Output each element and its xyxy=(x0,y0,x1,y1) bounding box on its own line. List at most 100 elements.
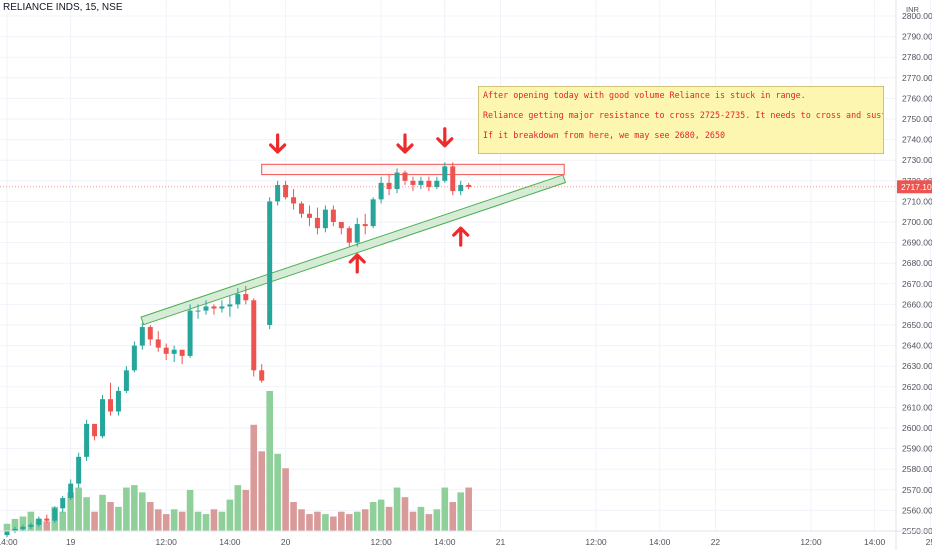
time-axis[interactable]: 14:00 19 12:00 14:00 20 12:00 14:00 21 12:00 14:0… xyxy=(0,530,932,547)
last-price-label-bg xyxy=(897,180,932,194)
candle-body xyxy=(267,201,273,325)
volume-bar xyxy=(282,468,289,531)
volume-bar xyxy=(170,509,178,531)
candle-body xyxy=(195,310,201,312)
volume-bar xyxy=(298,509,305,531)
time-tick-label: 20 xyxy=(281,537,291,547)
volume-bar xyxy=(369,502,377,531)
price-tick-label: 2740.00 xyxy=(902,135,932,145)
volume-bar xyxy=(194,511,202,531)
annotation-note[interactable]: After opening today with good volume Rel… xyxy=(478,86,884,154)
candle-body xyxy=(52,508,58,521)
price-tick-label: 2650.00 xyxy=(902,320,932,330)
candle-body xyxy=(338,222,344,229)
volume-bar xyxy=(322,514,329,531)
candle-body xyxy=(187,310,193,356)
volume-bar xyxy=(377,499,385,531)
candle-body xyxy=(299,203,305,214)
price-tick-label: 2560.00 xyxy=(902,505,932,515)
candle-body xyxy=(235,294,241,305)
price-tick-label: 2760.00 xyxy=(902,93,932,103)
candle-body xyxy=(60,498,66,509)
candle-body xyxy=(410,180,416,185)
note-line-1: After opening today with good volume Rel… xyxy=(483,90,806,100)
volume-bar xyxy=(43,521,51,531)
volume-bar xyxy=(401,497,409,531)
note-line-3: If it breakdown from here, we may see 26… xyxy=(483,130,726,140)
price-tick-label: 2590.00 xyxy=(902,444,932,454)
volume-bar xyxy=(218,511,226,531)
volume-bar xyxy=(19,516,27,531)
volume-bar xyxy=(91,511,98,531)
volume-bar xyxy=(465,487,472,531)
volume-bar xyxy=(449,502,457,531)
candle-body xyxy=(243,294,249,301)
price-tick-label: 2690.00 xyxy=(902,238,932,248)
candle-body xyxy=(378,182,384,200)
time-tick-label: 22 xyxy=(711,537,721,547)
candle-body xyxy=(20,526,26,529)
time-tick-label: 12:00 xyxy=(370,537,392,547)
volume-bar xyxy=(162,514,170,531)
price-tick-label: 2660.00 xyxy=(902,299,932,309)
candle-body xyxy=(291,197,297,204)
candle-body xyxy=(370,199,376,227)
price-tick-label: 2680.00 xyxy=(902,258,932,268)
annotation-arrows[interactable] xyxy=(269,127,470,274)
candle-body xyxy=(139,327,145,346)
time-tick-label: 25 xyxy=(926,537,932,547)
volume-bar xyxy=(274,453,281,531)
volume-bar xyxy=(266,391,273,531)
candle-body xyxy=(44,518,50,521)
price-tick-label: 2730.00 xyxy=(902,155,932,165)
volume-bar xyxy=(330,516,337,531)
arrow-down-icon xyxy=(436,127,454,148)
volume-bar xyxy=(457,492,465,531)
candle-body xyxy=(203,306,209,311)
time-tick-label: 12:00 xyxy=(156,537,178,547)
time-tick-label: 14:00 xyxy=(649,537,671,547)
candle-body xyxy=(92,423,98,437)
candle-body xyxy=(394,172,400,190)
volume-bar xyxy=(361,509,369,531)
resistance-zone[interactable] xyxy=(261,163,565,176)
candle-body xyxy=(155,339,161,348)
time-tick-label: 14:00 xyxy=(434,537,456,547)
candle-body xyxy=(314,217,320,229)
price-tick-label: 2640.00 xyxy=(902,341,932,351)
candle-body xyxy=(418,180,424,185)
volume-bar xyxy=(409,511,417,531)
candle-body xyxy=(100,399,106,437)
volume-bar xyxy=(226,499,234,531)
currency-label: INR xyxy=(906,5,920,14)
volume-bar xyxy=(27,511,35,531)
arrow-up-icon xyxy=(452,226,470,247)
volume-bar xyxy=(338,511,345,531)
candle-body xyxy=(386,182,392,190)
volume-bars xyxy=(3,391,472,531)
volume-bar xyxy=(202,514,210,531)
candle-body xyxy=(442,166,448,181)
resistance-rect xyxy=(261,163,565,176)
volume-bar xyxy=(139,492,146,531)
price-tick-label: 2790.00 xyxy=(902,32,932,42)
volume-bar xyxy=(123,487,130,531)
candle-body xyxy=(115,390,121,412)
volume-bar xyxy=(186,489,194,531)
volume-bar xyxy=(3,523,11,531)
time-tick-label: 19 xyxy=(66,537,76,547)
time-tick-label: 14:00 xyxy=(864,537,886,547)
candle-body xyxy=(354,224,360,243)
candle-body xyxy=(84,423,90,457)
candle-body xyxy=(76,456,82,484)
volume-bar xyxy=(345,514,353,531)
candle-body xyxy=(283,184,289,198)
candle-body xyxy=(275,184,281,202)
price-tick-label: 2710.00 xyxy=(902,196,932,206)
candle-body xyxy=(362,224,368,227)
volume-bar xyxy=(250,424,258,531)
volume-bar xyxy=(131,485,138,531)
candle-body xyxy=(466,184,472,187)
candle-body xyxy=(147,327,153,340)
